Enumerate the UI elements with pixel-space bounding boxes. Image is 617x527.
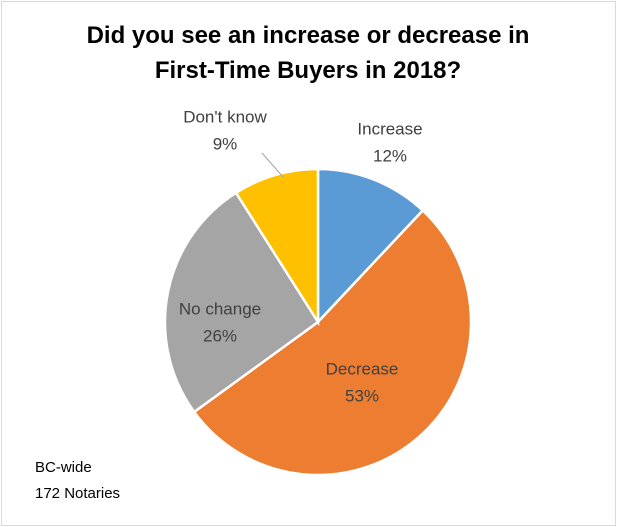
chart-title: Did you see an increase or decrease in F… [86,22,530,84]
data-label-value: 53% [345,386,379,405]
pie-slice [234,167,320,327]
data-label-value: 12% [373,146,407,165]
pie-slice [316,167,425,326]
pie-slice [192,208,473,477]
data-label-category: Increase [357,119,422,138]
pie-slice [163,191,320,414]
note: BC-wide [35,459,92,476]
data-label-value: 9% [213,134,238,153]
note: 172 Notaries [35,485,120,502]
data-label-category: No change [179,299,261,318]
data-label-category: Decrease [326,359,399,378]
data-label-category: Don't know [183,107,267,126]
data-label-value: 26% [203,326,237,345]
leader-line [261,152,284,178]
